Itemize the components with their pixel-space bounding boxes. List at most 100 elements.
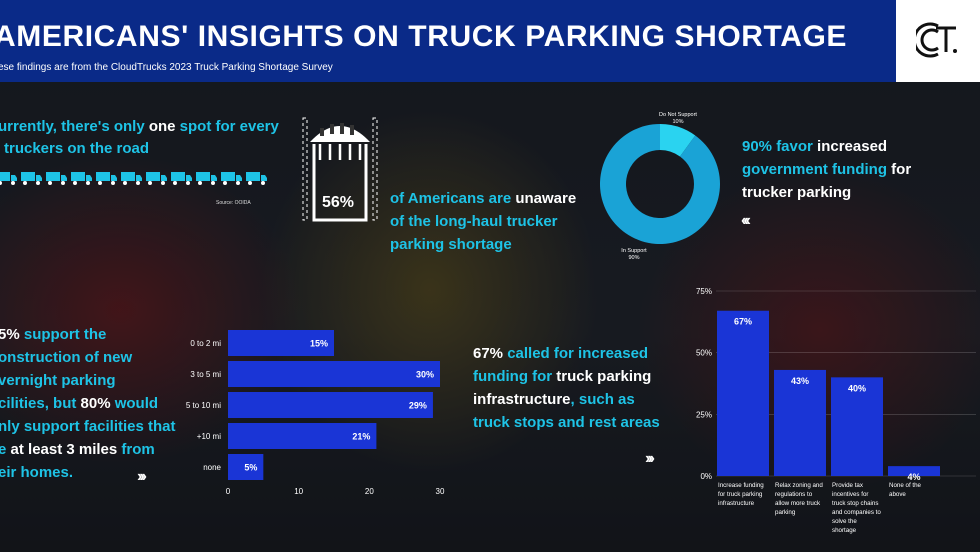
fact5-line4: truck stops and rest areas xyxy=(473,414,660,431)
fact4-text-g: at least 3 miles xyxy=(10,441,118,458)
hbar-category-label: +10 mi xyxy=(197,432,221,441)
support-donut-chart: Do Not Support 10% In Support 90% xyxy=(600,112,720,261)
vbar-category-label: Relax zoning and xyxy=(775,482,823,489)
logo-box xyxy=(896,0,980,82)
fact5-text-c: funding for xyxy=(473,368,553,385)
fact2-text-a: of Americans are xyxy=(390,190,516,207)
vbar-bar xyxy=(888,466,940,476)
vbar-category-label: incentives for xyxy=(832,491,868,498)
vbar-category-label: None of the xyxy=(889,482,922,489)
vbar-category-label: solve the xyxy=(832,518,857,525)
fact4-text-c: cilities, but xyxy=(0,395,81,412)
donut-value-support: 90% xyxy=(628,255,639,261)
truck-icon xyxy=(196,172,217,185)
hbar-value-label: 30% xyxy=(416,370,434,380)
fact5-line1: 67% called for increased xyxy=(473,345,648,362)
vbar-y-tick: 75% xyxy=(696,287,712,296)
truck-icon xyxy=(146,172,167,185)
fact4-line7: eir homes. xyxy=(0,464,74,481)
fact3-line3: trucker parking xyxy=(742,184,852,201)
vbar-category-label: regulations to xyxy=(775,491,813,498)
fact5-text-f: , such as xyxy=(570,391,635,408)
fact4-line6: e at least 3 miles from xyxy=(0,441,155,458)
fact4-line1: 5% support the xyxy=(0,326,106,343)
truck-icon xyxy=(96,172,117,185)
truck-icon xyxy=(221,172,242,185)
vbar-bar xyxy=(831,377,883,476)
vbar-value-label: 40% xyxy=(848,383,866,393)
fact5-text-e: infrastructure xyxy=(473,391,571,408)
hbar-x-tick: 30 xyxy=(436,487,445,496)
vbar-category-label: for truck parking xyxy=(718,491,763,498)
fact4-text-d: 80% xyxy=(80,395,111,412)
vbar-y-tick: 25% xyxy=(696,410,712,419)
vbar-bar xyxy=(717,310,769,476)
vbar-category-label: parking xyxy=(775,509,796,516)
hbar-x-tick: 20 xyxy=(365,487,374,496)
hbar-x-tick: 0 xyxy=(226,487,231,496)
truck-icon xyxy=(121,172,142,185)
hbar-category-label: none xyxy=(203,463,221,472)
fact4-line2: onstruction of new xyxy=(0,349,133,366)
fact3-text-a: 90% favor xyxy=(742,138,813,155)
vbar-category-label: shortage xyxy=(832,527,857,534)
hbar-x-tick: 10 xyxy=(294,487,303,496)
hbar-bar xyxy=(228,392,433,418)
vbar-value-label: 43% xyxy=(791,376,809,386)
hbar-value-label: 29% xyxy=(409,401,427,411)
fact3-line1: 90% favor increased xyxy=(742,138,887,155)
truck-icon xyxy=(71,172,92,185)
fact5-text-b: called for increased xyxy=(503,345,649,362)
vbar-category-label: truck stop chains xyxy=(832,500,878,507)
fact2-percent: 56% xyxy=(322,194,355,211)
fact2-line1: of Americans are unaware xyxy=(390,190,576,207)
vbar-value-label: 4% xyxy=(907,472,920,482)
fact4-line3: vernight parking xyxy=(0,372,116,389)
fact4-text-f: e xyxy=(0,441,7,458)
vbar-y-tick: 50% xyxy=(696,349,712,358)
parking-structure-icon xyxy=(302,117,378,222)
distance-bar-chart: 0 to 2 mi 15% 3 to 5 mi 30% 5 to 10 mi 29% +10… xyxy=(186,330,445,496)
hbar-category-label: 5 to 10 mi xyxy=(186,401,221,410)
truck-icon-row xyxy=(0,170,268,186)
header-bar: AMERICANS' INSIGHTS ON TRUCK PARKING SHO… xyxy=(0,0,896,82)
fact4-text-h: from xyxy=(117,441,155,458)
hbar-category-label: 3 to 5 mi xyxy=(190,370,221,379)
hbar-value-label: 21% xyxy=(352,432,370,442)
fact4-text-b: support the xyxy=(19,326,107,343)
donut-label-support: In Support xyxy=(621,248,647,254)
fact1-text-a: urrently, there's only xyxy=(0,118,149,135)
vbar-category-label: allow more truck xyxy=(775,500,821,507)
fact3-text-d: for xyxy=(887,161,912,178)
truck-icon xyxy=(46,172,67,185)
vbar-value-label: 67% xyxy=(734,317,752,327)
vbar-y-tick: 0% xyxy=(700,472,712,481)
fact4-line4: cilities, but 80% would xyxy=(0,395,158,412)
hbar-bar xyxy=(228,330,334,356)
fact5-line2: funding for truck parking xyxy=(473,368,651,385)
truck-icon xyxy=(0,172,17,185)
fact3-line2: government funding for xyxy=(742,161,911,178)
donut-label-not-support: Do Not Support xyxy=(659,112,697,118)
fact1-text-c: spot for every xyxy=(175,118,279,135)
truck-icon xyxy=(21,172,42,185)
hbar-value-label: 15% xyxy=(310,339,328,349)
hbar-bar xyxy=(228,454,264,480)
fact3-text-c: government funding xyxy=(742,161,887,178)
vbar-bar xyxy=(774,369,826,476)
fact5-text-d: truck parking xyxy=(552,368,652,385)
fact2-line2: of the long-haul trucker xyxy=(390,213,558,230)
fact3-text-b: increased xyxy=(812,138,888,155)
chevron-right-icon-2: ››› xyxy=(645,450,655,467)
page-subtitle: ese findings are from the CloudTrucks 20… xyxy=(0,62,333,73)
hbar-value-label: 5% xyxy=(244,463,257,473)
fact4-text-e: would xyxy=(110,395,159,412)
donut-slice-not-support xyxy=(660,124,696,157)
hbar-bar xyxy=(228,423,377,449)
hbar-category-label: 0 to 2 mi xyxy=(190,339,221,348)
page-title: AMERICANS' INSIGHTS ON TRUCK PARKING SHO… xyxy=(0,20,848,53)
vbar-category-label: above xyxy=(889,491,906,498)
donut-value-not-support: 10% xyxy=(672,119,683,125)
fact1-source: Source: OOIDA xyxy=(216,200,251,206)
fact1-text-b: one xyxy=(148,118,176,135)
